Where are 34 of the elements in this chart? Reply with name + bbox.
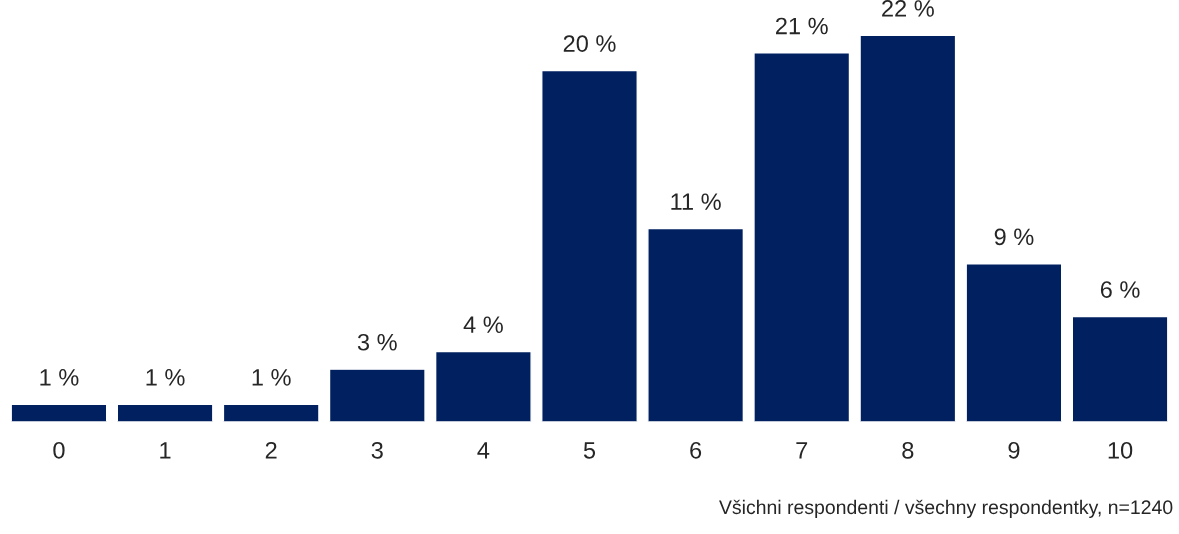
bar [116,403,214,422]
data-label: 1 % [40,369,79,386]
data-label: 1 % [146,369,185,386]
data-label: 9 % [994,228,1034,246]
data-label: 21 % [776,17,828,35]
x-tick-label: 6 [690,441,702,459]
x-tick-label: 9 [1008,441,1020,459]
bar [965,263,1063,422]
x-tick-label: 4 [477,442,490,459]
x-tick-label: 1 [160,442,171,459]
bar [859,34,957,422]
bar [10,403,108,422]
data-label: 11 % [671,193,721,210]
data-label: 3 % [357,333,397,351]
x-tick-label: 2 [265,441,277,459]
bar [222,403,320,422]
text: Všichni respondenti / všechny respondentky, n=1240 [719,499,1173,518]
x-tick-label: 0 [53,441,65,459]
data-label: 6 % [1100,281,1140,298]
data-label: 22 % [882,0,934,17]
bar [434,350,532,422]
x-tick-label: 7 [796,442,808,459]
x-tick-label: 8 [902,441,914,459]
bar [328,368,426,422]
bar [1071,315,1169,422]
bar [541,69,638,422]
bar [647,227,745,422]
x-tick-label: 10 [1108,441,1133,459]
bar [753,52,851,422]
data-label: 1 % [252,369,291,386]
data-label: 20 % [563,35,616,52]
x-tick-label: 5 [583,442,596,459]
x-tick-label: 3 [371,441,383,459]
data-label: 4 % [463,316,503,333]
